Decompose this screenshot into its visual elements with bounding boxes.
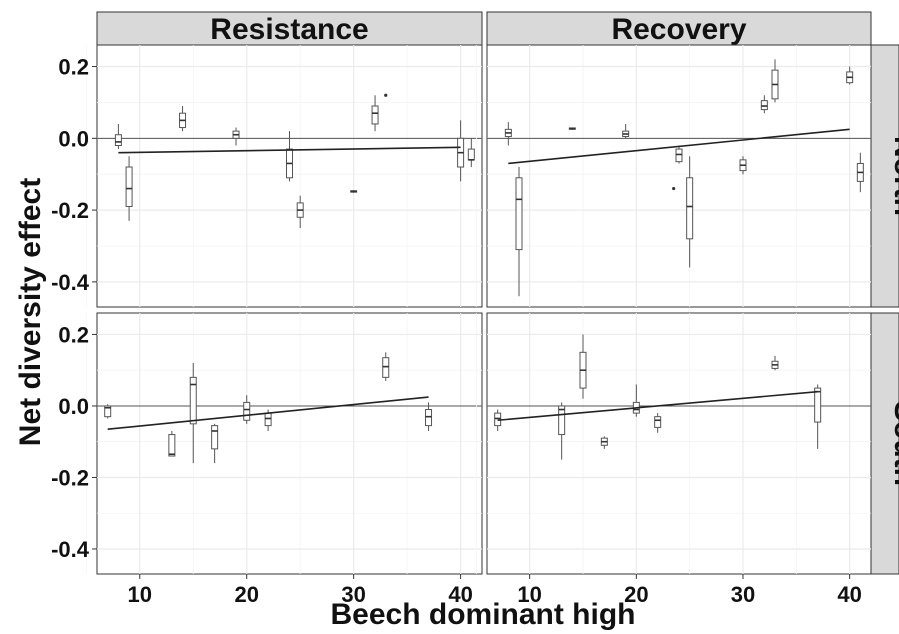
y-tick-label: 0.0 bbox=[58, 394, 89, 419]
x-tick-label: 20 bbox=[624, 582, 648, 607]
panel-resistance-north bbox=[85, 44, 483, 308]
boxplot-x-7 bbox=[104, 404, 112, 419]
x-tick-label: 30 bbox=[341, 582, 365, 607]
outlier-point bbox=[672, 186, 676, 191]
boxplot-x-15 bbox=[579, 334, 587, 399]
box-iqr bbox=[515, 177, 523, 251]
boxplot-x-8 bbox=[504, 122, 512, 146]
boxplot-x-19 bbox=[232, 127, 240, 146]
panel-background bbox=[486, 312, 872, 575]
y-tick-label: -0.2 bbox=[51, 198, 89, 223]
boxplot-x-17 bbox=[211, 423, 219, 464]
trend-line bbox=[497, 390, 818, 422]
facet-strip-south bbox=[870, 312, 899, 575]
trend-line bbox=[107, 396, 429, 430]
x-tick-label: 30 bbox=[731, 582, 755, 607]
box-iqr bbox=[211, 425, 219, 450]
box-iqr bbox=[654, 416, 662, 428]
boxplot-x-40 bbox=[846, 66, 854, 85]
box-iqr bbox=[760, 100, 768, 111]
panel-background bbox=[96, 312, 483, 575]
boxplot-x-33 bbox=[771, 355, 779, 371]
boxplot-x-25 bbox=[686, 156, 694, 268]
box-iqr bbox=[425, 409, 433, 427]
y-tick-label: -0.4 bbox=[51, 270, 90, 295]
x-tick-label: 10 bbox=[517, 582, 541, 607]
boxplot-x-13 bbox=[168, 430, 176, 457]
boxplot-x-20 bbox=[243, 395, 251, 424]
facet-label-north: North bbox=[888, 136, 899, 216]
box-iqr bbox=[675, 148, 683, 163]
y-tick-label: -0.2 bbox=[51, 465, 89, 490]
box-iqr bbox=[114, 134, 122, 146]
boxplot-x-41 bbox=[856, 152, 864, 193]
boxplot-x-30 bbox=[739, 156, 747, 175]
boxplot-x-25 bbox=[296, 195, 304, 229]
boxplot-x-15 bbox=[189, 363, 197, 464]
x-tick-label: 40 bbox=[837, 582, 861, 607]
panel-background bbox=[486, 44, 872, 308]
facet-label-resistance: Resistance bbox=[210, 13, 368, 46]
box-iqr bbox=[104, 405, 112, 418]
boxplot-x-19 bbox=[622, 123, 630, 139]
facet-label-south: South bbox=[888, 401, 899, 486]
boxplot-x-24 bbox=[286, 131, 293, 182]
boxplot-x-22 bbox=[654, 413, 662, 433]
boxplot-x-14 bbox=[568, 127, 576, 130]
boxplot-x-14 bbox=[179, 106, 187, 132]
boxplot-x-40 bbox=[457, 120, 465, 182]
y-tick-label: -0.4 bbox=[51, 537, 90, 562]
box-iqr bbox=[371, 105, 379, 125]
facet-strip-recovery bbox=[486, 11, 872, 46]
panel-resistance-south bbox=[85, 312, 483, 575]
facet-strip-north bbox=[870, 44, 899, 308]
boxplot-x-32 bbox=[371, 95, 379, 132]
boxplot-x-41 bbox=[467, 138, 475, 168]
y-tick-label: 0.2 bbox=[58, 322, 89, 347]
panel-recovery-north bbox=[475, 44, 872, 308]
panel-recovery-south bbox=[475, 312, 872, 575]
box-iqr bbox=[467, 148, 475, 161]
x-tick-label: 40 bbox=[448, 582, 472, 607]
trend-line bbox=[118, 146, 461, 154]
box-iqr bbox=[814, 387, 822, 423]
boxplot-x-37 bbox=[425, 402, 433, 431]
y-tick-label: 0.0 bbox=[58, 126, 89, 151]
box-iqr bbox=[125, 166, 133, 208]
x-axis-title: Beech dominant high bbox=[330, 598, 635, 631]
x-tick-label: 10 bbox=[128, 582, 152, 607]
y-axis-title: Net diversity effect bbox=[14, 178, 47, 446]
facet-label-recovery: Recovery bbox=[611, 13, 746, 46]
boxplot-x-30 bbox=[350, 190, 358, 193]
y-tick-label: 0.2 bbox=[58, 55, 89, 80]
box-iqr bbox=[168, 434, 176, 457]
boxplot-x-9 bbox=[515, 167, 523, 297]
boxplot-x-17 bbox=[600, 436, 608, 449]
boxplot-x-13 bbox=[558, 402, 566, 460]
box-iqr bbox=[243, 401, 251, 421]
box-iqr bbox=[382, 357, 390, 378]
box-iqr bbox=[264, 412, 272, 427]
boxplot-x-32 bbox=[760, 95, 768, 114]
x-tick-label: 20 bbox=[234, 582, 258, 607]
boxplot-x-8 bbox=[114, 123, 122, 150]
boxplot-x-33 bbox=[382, 352, 390, 381]
outlier-point bbox=[384, 93, 388, 97]
facet-strip-resistance bbox=[96, 11, 483, 46]
trend-line bbox=[508, 128, 850, 165]
boxplot-x-9 bbox=[125, 156, 133, 221]
boxplot-x-33 bbox=[771, 59, 779, 103]
box-iqr bbox=[189, 376, 197, 425]
box-iqr bbox=[686, 177, 694, 240]
box-iqr bbox=[558, 405, 566, 436]
